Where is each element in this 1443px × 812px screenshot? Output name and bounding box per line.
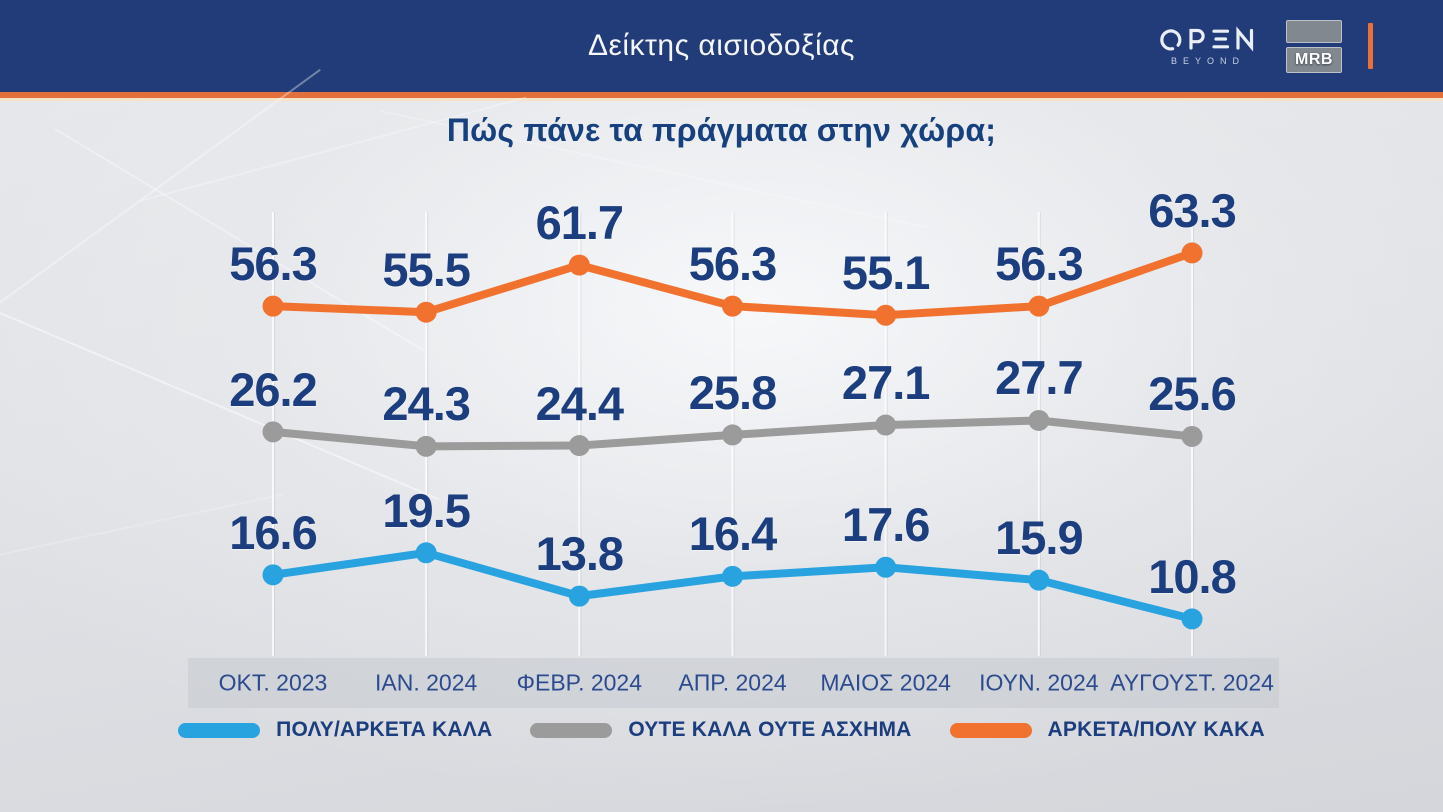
value-label: 25.8 — [688, 365, 777, 419]
value-label: 55.1 — [841, 246, 930, 300]
data-point — [1181, 425, 1203, 447]
legend-label: ΟΥΤΕ ΚΑΛΑ ΟΥΤΕ ΑΣΧΗΜΑ — [628, 718, 912, 741]
legend-swatch — [949, 722, 1032, 738]
value-label: 16.4 — [688, 507, 777, 561]
data-point — [262, 421, 284, 443]
page-title: Δείκτης αισιοδοξίας — [587, 29, 856, 62]
data-point — [875, 304, 897, 326]
open-beyond-label: BEYOND — [1170, 56, 1245, 66]
data-point — [415, 435, 437, 457]
legend-item: ΠΟΛΥ/ΑΡΚΕΤΑ ΚΑΛΑ — [178, 718, 492, 742]
axis-label: ΙΟΥΝ. 2024 — [979, 669, 1099, 696]
value-label: 56.3 — [995, 237, 1083, 291]
data-point — [415, 301, 437, 323]
data-point — [1028, 569, 1050, 591]
value-label: 61.7 — [535, 196, 624, 250]
legend: ΠΟΛΥ/ΑΡΚΕΤΑ ΚΑΛΑ ΟΥΤΕ ΚΑΛΑ ΟΥΤΕ ΑΣΧΗΜΑ ΑΡΚ… — [0, 710, 1443, 750]
mrb-logo: MRB — [1286, 19, 1342, 73]
value-label: 27.1 — [841, 356, 930, 410]
value-label: 27.7 — [995, 351, 1083, 405]
orange-divider — [0, 92, 1443, 98]
value-label: 55.5 — [382, 243, 470, 297]
value-label: 56.3 — [229, 237, 317, 291]
x-axis-band — [188, 658, 1279, 708]
mrb-logo-top-block — [1286, 19, 1342, 43]
legend-label: ΑΡΚΕΤΑ/ΠΟΛΥ ΚΑΚΑ — [1047, 718, 1265, 741]
legend-item: ΟΥΤΕ ΚΑΛΑ ΟΥΤΕ ΑΣΧΗΜΑ — [530, 718, 911, 742]
open-logo-icon — [1160, 26, 1254, 52]
value-label: 63.3 — [1148, 183, 1236, 237]
value-label: 15.9 — [995, 511, 1083, 565]
legend-swatch — [178, 722, 261, 738]
legend-label: ΠΟΛΥ/ΑΡΚΕΤΑ ΚΑΛΑ — [276, 718, 493, 741]
data-point — [875, 556, 897, 578]
orange-accent-bar — [1368, 23, 1373, 69]
axis-label: ΜΑΙΟΣ 2024 — [820, 669, 951, 696]
data-point — [262, 295, 284, 317]
pale-divider — [0, 98, 1443, 101]
data-point — [1181, 608, 1203, 630]
value-label: 24.4 — [535, 376, 624, 430]
data-point — [1028, 409, 1050, 431]
axis-label: ΟΚΤ. 2023 — [218, 669, 328, 696]
data-point — [568, 254, 590, 276]
legend-swatch — [530, 722, 613, 738]
data-point — [722, 295, 744, 317]
value-label: 16.6 — [229, 505, 317, 559]
legend-item: ΑΡΚΕΤΑ/ΠΟΛΥ ΚΑΚΑ — [949, 718, 1265, 742]
data-point — [1181, 242, 1203, 264]
value-label: 24.3 — [382, 377, 470, 431]
header-bar: Δείκτης αισιοδοξίας BEYOND MRB — [0, 0, 1443, 92]
data-point — [415, 542, 437, 564]
value-label: 25.6 — [1148, 367, 1236, 421]
value-label: 10.8 — [1148, 549, 1236, 603]
value-label: 19.5 — [382, 483, 470, 537]
data-point — [722, 424, 744, 446]
data-point — [262, 564, 284, 586]
axis-label: ΦΕΒΡ. 2024 — [516, 669, 643, 696]
data-point — [722, 565, 744, 587]
data-point — [568, 585, 590, 607]
data-point — [1028, 295, 1050, 317]
axis-label: ΑΥΓΟΥΣΤ. 2024 — [1110, 669, 1274, 696]
open-logo: BEYOND — [1156, 26, 1260, 66]
brand-area: BEYOND MRB — [1156, 0, 1373, 92]
value-label: 13.8 — [535, 527, 624, 581]
mrb-logo-label: MRB — [1286, 46, 1342, 73]
axis-label: ΙΑΝ. 2024 — [375, 669, 478, 696]
axis-label: ΑΠΡ. 2024 — [678, 669, 787, 696]
value-label: 56.3 — [688, 237, 777, 291]
data-point — [875, 414, 897, 436]
chart-question-title: Πώς πάνε τα πράγματα στην χώρα; — [446, 112, 997, 148]
value-label: 26.2 — [229, 362, 317, 416]
value-label: 17.6 — [841, 498, 930, 552]
data-point — [568, 435, 590, 457]
